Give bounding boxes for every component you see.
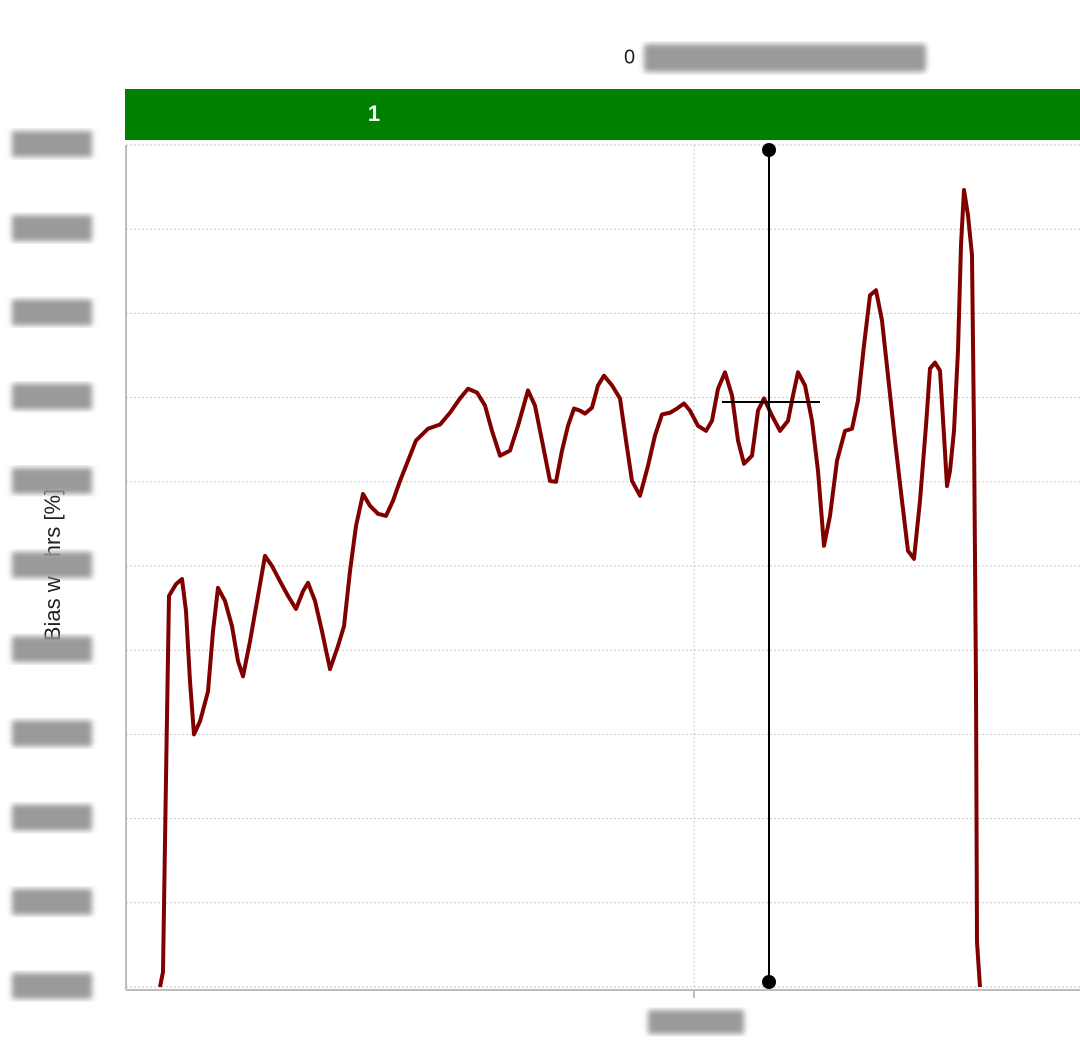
blurred-y-tick-label [12, 131, 92, 157]
plot [158, 188, 982, 988]
blurred-y-tick-label [12, 720, 92, 747]
blurred-y-tick-label [12, 636, 92, 663]
cursor-handle [762, 975, 776, 989]
blurred-y-tick-label [12, 804, 92, 831]
header-text: 0 [624, 46, 635, 68]
blurred-y-tick-label [12, 973, 92, 999]
blurred-y-tick-label [12, 888, 92, 915]
segment-band [125, 89, 1080, 140]
data-line [158, 188, 982, 988]
blurred-y-tick-label [12, 383, 92, 410]
blurred-x-label [648, 1010, 744, 1034]
grid [12, 131, 1080, 999]
blurred-y-tick-label [12, 299, 92, 326]
blurred-header [644, 44, 926, 72]
cursor-handle [762, 143, 776, 157]
blurred-y-tick-label [12, 215, 92, 242]
segment-label: 1 [368, 101, 380, 126]
blurred-y-tick-label [12, 467, 92, 494]
blurred-y-tick-label [12, 552, 92, 578]
